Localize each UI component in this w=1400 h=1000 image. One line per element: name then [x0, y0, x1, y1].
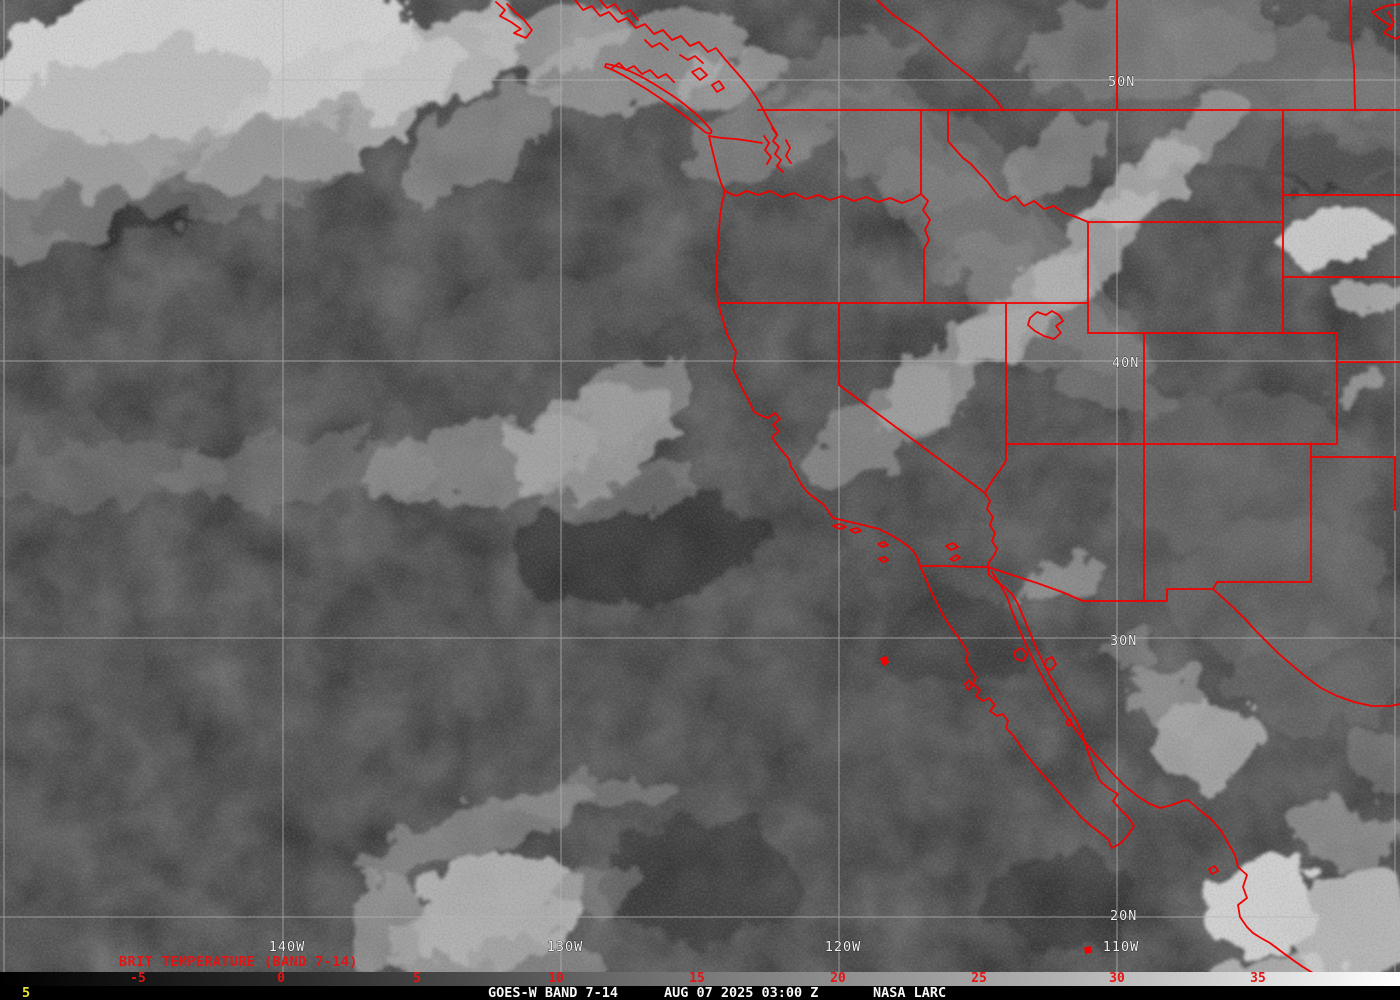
- colorbar-tick: 35: [1250, 971, 1266, 986]
- status-timestamp: AUG 07 2025 03:00 Z: [664, 985, 819, 1000]
- border-ca-mexico: [919, 565, 989, 568]
- colorbar-tick: 5: [413, 971, 421, 986]
- baja-west-coast: [919, 565, 1113, 849]
- lon-label-140w: 140W: [269, 939, 306, 955]
- border-nv-az-colorado-river: [984, 444, 1007, 494]
- status-satellite-band: GOES-W BAND 7-14: [488, 985, 619, 1000]
- lon-label-110w: 110W: [1103, 939, 1140, 955]
- puget-sound-coast: [763, 127, 792, 173]
- gulf-of-california-islands: [964, 647, 1219, 875]
- border-az-mexico: [987, 566, 1218, 602]
- bc-mainland-coast: [723, 57, 778, 135]
- lat-label-50n: 50N: [1108, 74, 1135, 90]
- bc-fjord-detail: [599, 0, 704, 64]
- guadalupe-island: [880, 656, 889, 666]
- map-boundary-overlay: [495, 0, 1400, 972]
- lon-label-120w: 120W: [825, 939, 862, 955]
- vancouver-island-coast: [604, 63, 713, 135]
- lat-label-30n: 30N: [1110, 633, 1137, 649]
- socorro-island: [1084, 946, 1092, 954]
- georgia-strait-islands: [691, 67, 725, 93]
- bc-fjord-coastline: [574, 0, 725, 59]
- border-or-id-snake-river: [920, 193, 931, 304]
- product-label: BRIT TEMPERATURE (BAND 7-14): [119, 954, 358, 970]
- channel-islands: [832, 523, 961, 563]
- border-ca-az-colorado-river: [984, 492, 998, 568]
- lon-label-130w: 130W: [547, 939, 584, 955]
- oregon-coast: [715, 190, 726, 304]
- manitoba-lakes-outline: [1371, 3, 1400, 40]
- latlon-gridlines: [0, 0, 1400, 972]
- satellite-imagery: 50N 40N 30N 20N 140W 130W 120W 110W: [0, 0, 1400, 972]
- temperature-colorbar: -5 0 5 10 15 20 25 30 35: [0, 972, 1400, 986]
- status-agency: NASA LARC: [873, 985, 947, 1000]
- colorbar-tick: 30: [1109, 971, 1125, 986]
- colorbar-tick: 0: [277, 971, 285, 986]
- colorbar-tick: 15: [689, 971, 705, 986]
- baja-east-coast: [987, 566, 1135, 849]
- vancouver-island-fjords: [611, 62, 675, 83]
- washington-coast: [708, 135, 726, 192]
- sonora-sinaloa-coast: [991, 571, 1314, 972]
- california-coast: [717, 302, 921, 567]
- border-bc-alberta: [876, 0, 1004, 111]
- haida-gwaii-coast: [495, 1, 533, 39]
- border-saskatchewan-manitoba: [1349, 0, 1356, 111]
- colorbar-tick: 25: [971, 971, 987, 986]
- grid-labels: 50N 40N 30N 20N 140W 130W 120W 110W: [268, 74, 1140, 956]
- lat-label-40n: 40N: [1112, 355, 1139, 371]
- colorbar-tick: 10: [548, 971, 564, 986]
- colorbar-tick: -5: [130, 971, 146, 986]
- status-left-value: 5: [22, 985, 31, 1000]
- juan-de-fuca-shore: [708, 135, 763, 144]
- border-ca-nv: [838, 302, 986, 494]
- border-id-mt-divide: [947, 109, 1089, 223]
- imagery-grain-dark: [0, 0, 1400, 972]
- lat-label-20n: 20N: [1110, 908, 1137, 924]
- border-wa-or-columbia-river: [724, 190, 922, 204]
- colorbar-tick: 20: [830, 971, 846, 986]
- great-salt-lake-outline: [1027, 310, 1064, 340]
- rio-grande: [1212, 588, 1400, 707]
- status-bar: 5 GOES-W BAND 7-14 AUG 07 2025 03:00 Z N…: [0, 986, 1400, 1000]
